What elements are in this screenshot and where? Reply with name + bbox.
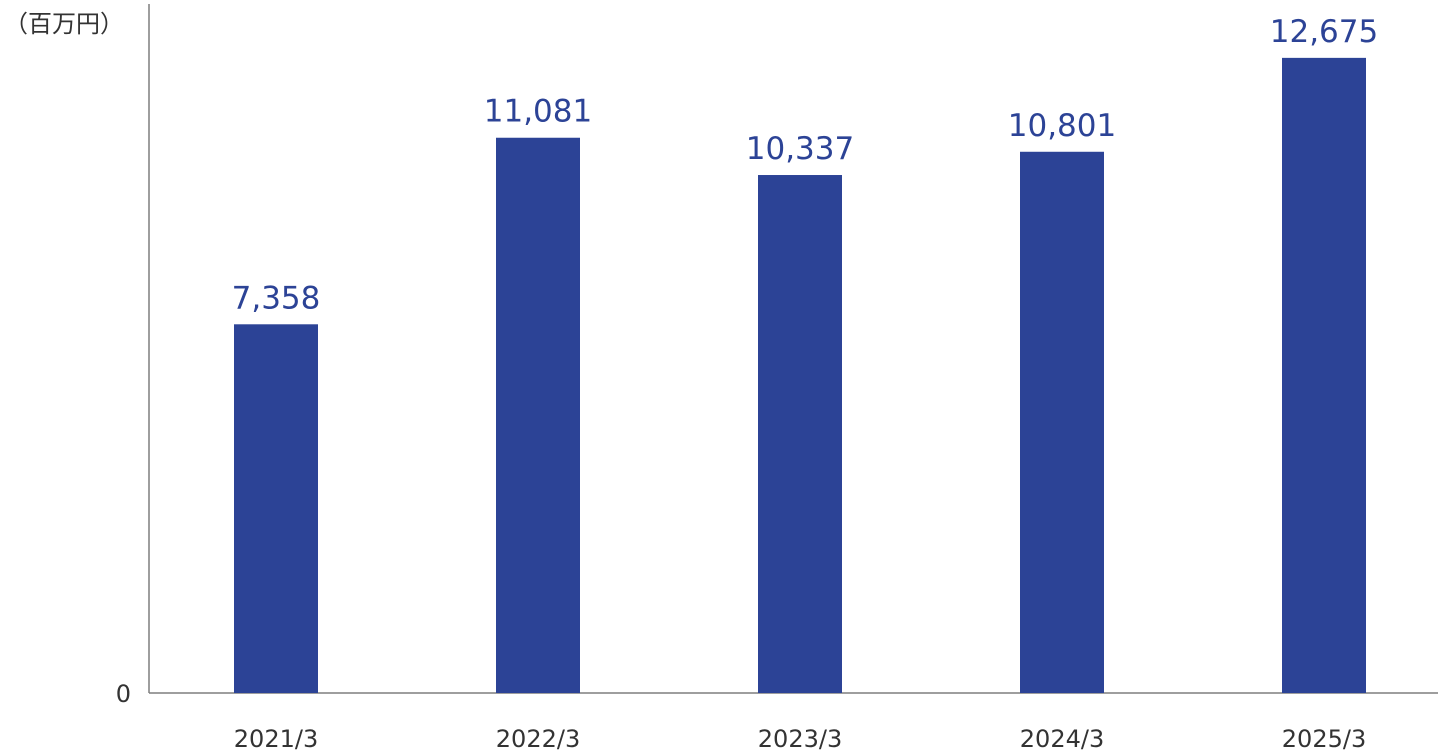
data-labels-group: 7,358 11,081 10,337 10,801 12,675 — [232, 14, 1379, 316]
bars-group — [234, 57, 1366, 694]
bar-2024-3 — [1020, 151, 1104, 693]
x-tick-label-2024-3: 2024/3 — [1020, 725, 1104, 753]
bar-2021-3 — [234, 324, 318, 693]
x-tick-labels-group: 2021/3 2022/3 2023/3 2024/3 2025/3 — [234, 725, 1366, 753]
x-tick-label-2022-3: 2022/3 — [496, 725, 580, 753]
data-label-2022-3: 11,081 — [484, 94, 592, 130]
bar-2023-3 — [758, 175, 842, 693]
x-tick-label-2025-3: 2025/3 — [1282, 725, 1366, 753]
data-label-2023-3: 10,337 — [746, 131, 854, 167]
data-label-2024-3: 10,801 — [1008, 108, 1116, 144]
bar-2025-3 — [1282, 57, 1366, 694]
data-label-2025-3: 12,675 — [1270, 14, 1378, 50]
y-axis-unit-label: （百万円） — [4, 10, 124, 38]
x-tick-label-2023-3: 2023/3 — [758, 725, 842, 753]
bar-2022-3 — [496, 137, 580, 694]
x-tick-label-2021-3: 2021/3 — [234, 725, 318, 753]
data-label-2021-3: 7,358 — [232, 280, 321, 316]
y-tick-label-zero: 0 — [116, 680, 131, 708]
